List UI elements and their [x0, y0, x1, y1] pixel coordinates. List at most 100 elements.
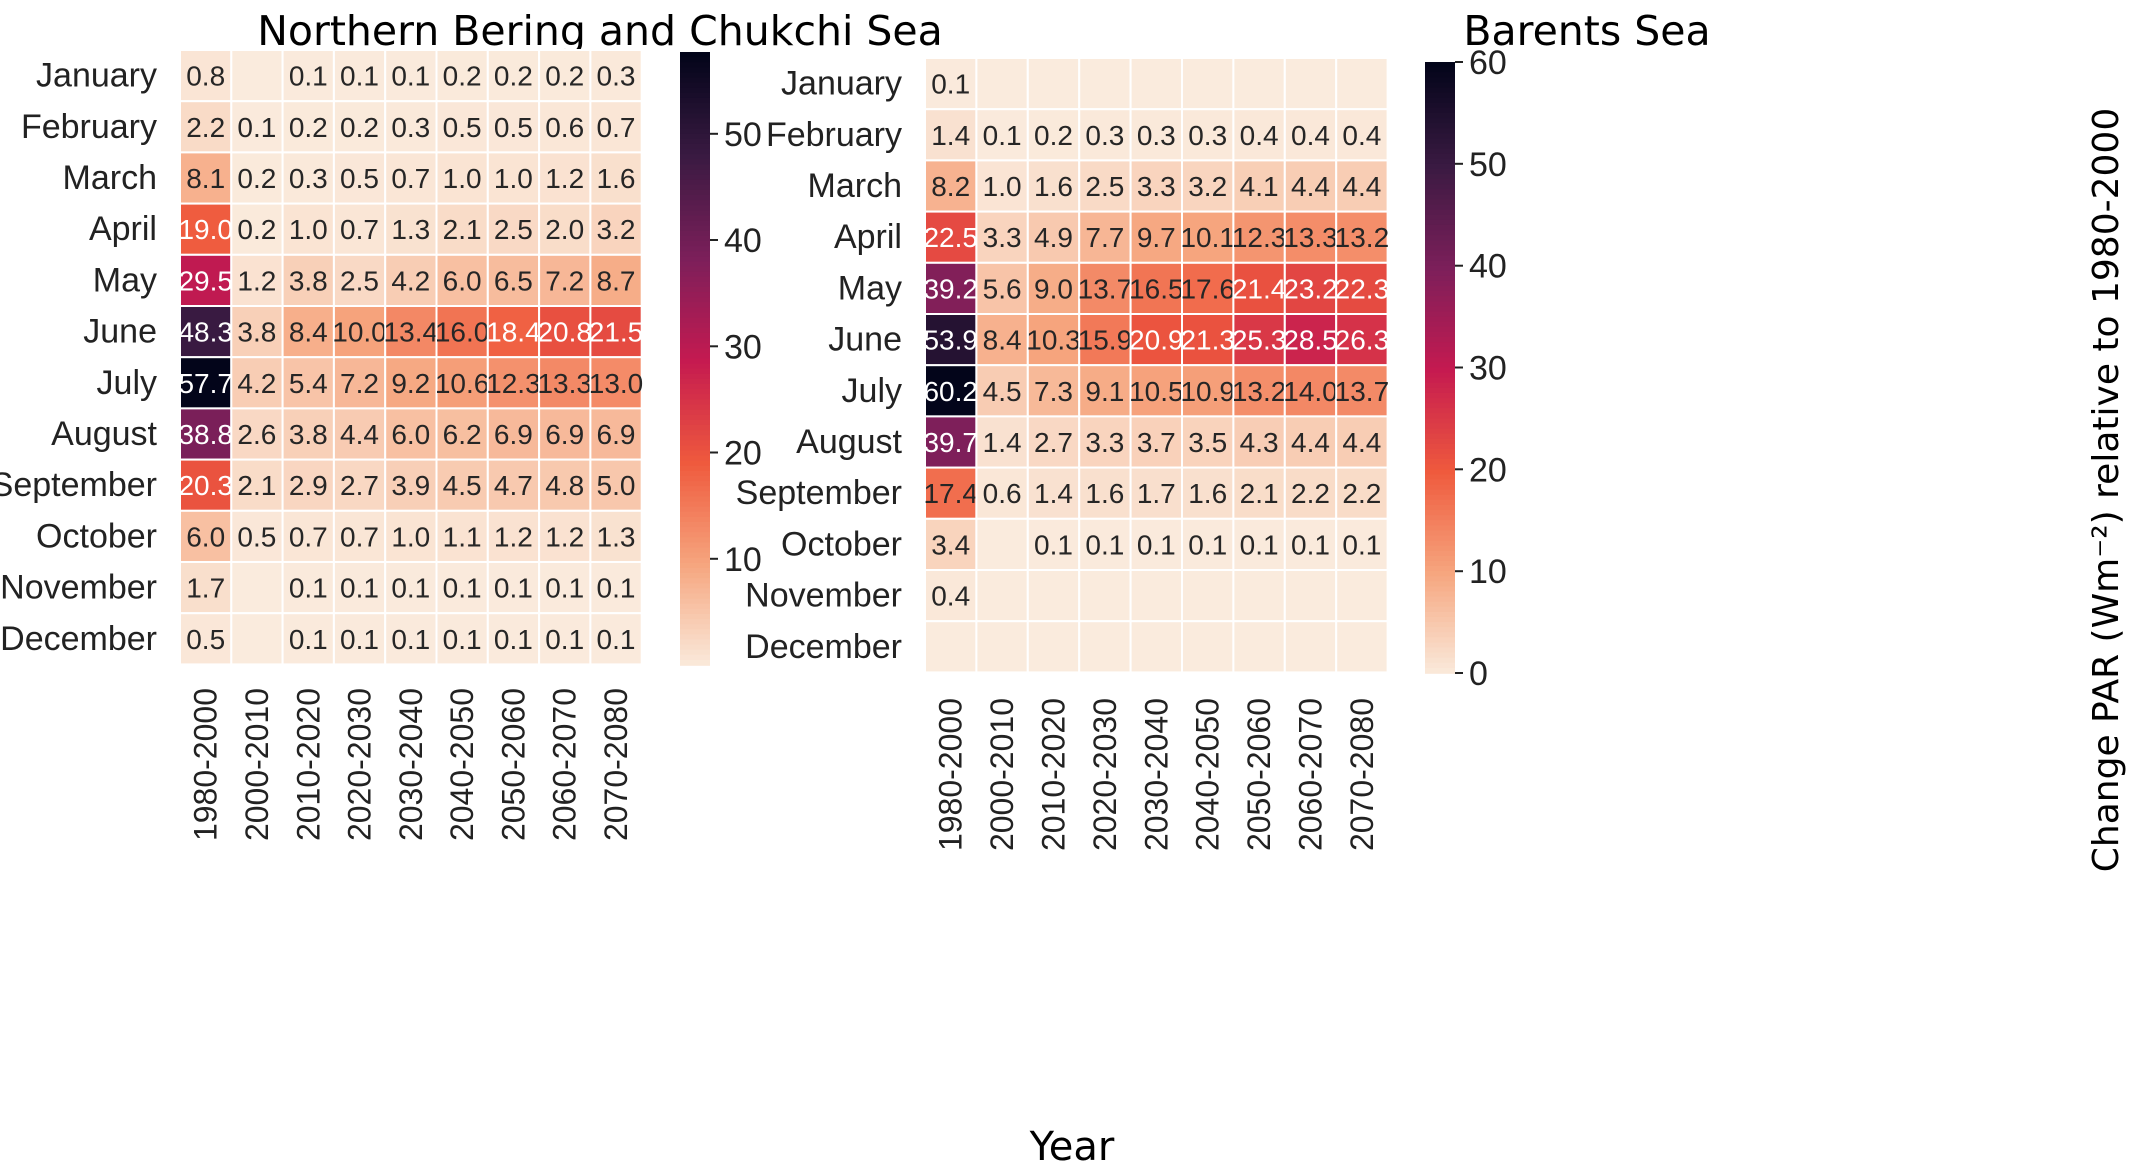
colorbar-segment: [1425, 321, 1455, 328]
cell-value-label: 0.3: [289, 163, 328, 194]
heatmap-cell: [230, 561, 284, 615]
period-label: 1980-2000: [188, 688, 224, 841]
colorbar-segment: [680, 430, 710, 436]
colorbar-segment: [1425, 194, 1455, 201]
colorbar-segment: [1425, 652, 1455, 659]
colorbar-segment: [680, 542, 710, 549]
cell-value-label: 1.0: [443, 163, 482, 194]
cell-value-label: 1.6: [1085, 478, 1124, 509]
cell-value-label: 0.1: [1085, 529, 1124, 560]
cell-value-label: 0.1: [289, 624, 328, 655]
period-label: 2010-2020: [290, 688, 326, 841]
month-label: February: [766, 116, 902, 154]
colorbar-segment: [1425, 428, 1455, 435]
colorbar-segment: [680, 143, 710, 150]
cell-value-label: 4.1: [1240, 171, 1279, 202]
heatmap-cell: [589, 151, 643, 205]
heatmap-cell: [1232, 415, 1286, 469]
heatmap-cell: [1078, 57, 1132, 111]
cell-value-label: 8.4: [983, 325, 1022, 356]
colorbar-segment: [1425, 601, 1455, 608]
heatmap-cell: [1026, 620, 1081, 674]
cell-value-label: 17.6: [1180, 273, 1235, 304]
heatmap-cell: [589, 253, 643, 308]
cell-value-label: 3.8: [289, 419, 328, 450]
heatmap-cell: [179, 407, 233, 461]
colorbar-segment: [680, 77, 710, 84]
cell-value-label: 2.5: [494, 214, 533, 245]
cell-value-label: 4.4: [1342, 171, 1381, 202]
cell-value-label: 13.2: [1232, 376, 1287, 407]
heatmap-cell: [281, 612, 335, 666]
month-label: June: [83, 313, 157, 351]
colorbar-segment: [680, 225, 710, 232]
colorbar-tick-label: 40: [1469, 248, 1507, 286]
period-label: 2030-2040: [1138, 698, 1174, 851]
cell-value-label: 0.5: [237, 521, 276, 552]
colorbar-segment: [1425, 479, 1455, 486]
colorbar-segment: [1425, 423, 1455, 430]
cell-value-label: 1.3: [597, 521, 636, 552]
colorbar-segment: [680, 619, 710, 625]
colorbar-segment: [680, 629, 710, 636]
colorbar-segment: [1425, 448, 1455, 455]
cell-value-label: 0.2: [289, 112, 328, 143]
heatmap-cell: [538, 100, 592, 154]
cell-value-label: 4.4: [1291, 427, 1330, 458]
colorbar-segment: [680, 460, 710, 467]
cell-value-label: 10.5: [1129, 376, 1184, 407]
heatmap-cell: [1232, 108, 1286, 162]
heatmap-cell: [384, 458, 438, 512]
colorbar-segment: [1425, 489, 1455, 496]
colorbar-segment: [1425, 301, 1455, 308]
colorbar-segment: [1425, 67, 1455, 73]
colorbar-segment: [1425, 647, 1455, 654]
colorbar-segment: [680, 527, 710, 533]
heatmap-cell: [538, 458, 592, 512]
cell-value-label: 0.1: [1188, 529, 1227, 560]
colorbar-segment: [680, 266, 710, 273]
colorbar-segment: [1425, 581, 1455, 588]
cell-value-label: 1.0: [289, 214, 328, 245]
colorbar-segment: [1425, 566, 1455, 572]
colorbar-segment: [680, 220, 710, 227]
cell-value-label: 0.2: [545, 61, 584, 92]
cell-value-label: 0.1: [931, 69, 970, 100]
cell-value-label: 3.3: [1085, 427, 1124, 458]
heatmap-cell: [435, 253, 489, 308]
colorbar-segment: [1425, 311, 1455, 318]
month-label: March: [808, 167, 902, 205]
colorbar-segment: [1425, 362, 1455, 369]
colorbar-segment: [680, 332, 710, 339]
cell-value-label: 18.4: [486, 317, 541, 348]
heatmap-cell: [384, 509, 438, 563]
cell-value-label: 2.7: [340, 470, 379, 501]
cell-value-label: 2.5: [1085, 171, 1124, 202]
heatmap-cell: [435, 100, 489, 154]
colorbar-segment: [1425, 657, 1455, 664]
cell-value-label: 4.4: [1291, 171, 1330, 202]
cell-value-label: 1.2: [237, 265, 276, 296]
colorbar-segment: [1425, 316, 1455, 323]
heatmap-cell: [281, 356, 335, 410]
colorbar-segment: [1425, 372, 1455, 379]
colorbar-segment: [680, 241, 710, 247]
cell-value-label: 29.5: [178, 265, 233, 296]
heatmap-cell: [975, 210, 1029, 264]
colorbar-segment: [1425, 102, 1455, 109]
colorbar-segment: [680, 578, 710, 585]
colorbar-segment: [680, 118, 710, 125]
cell-value-label: 6.0: [186, 521, 225, 552]
colorbar-segment: [680, 378, 710, 385]
heatmap-cell: [179, 305, 233, 359]
colorbar-segment: [1425, 158, 1455, 165]
cell-value-label: 0.1: [340, 61, 379, 92]
colorbar-segment: [1425, 504, 1455, 511]
month-label: December: [0, 620, 157, 658]
colorbar-segment: [680, 506, 710, 513]
cell-value-label: 0.2: [443, 61, 482, 92]
heatmap-cell: [538, 561, 592, 615]
cell-value-label: 16.5: [1129, 273, 1184, 304]
colorbar-segment: [680, 123, 710, 130]
cell-value-label: 3.9: [391, 470, 430, 501]
